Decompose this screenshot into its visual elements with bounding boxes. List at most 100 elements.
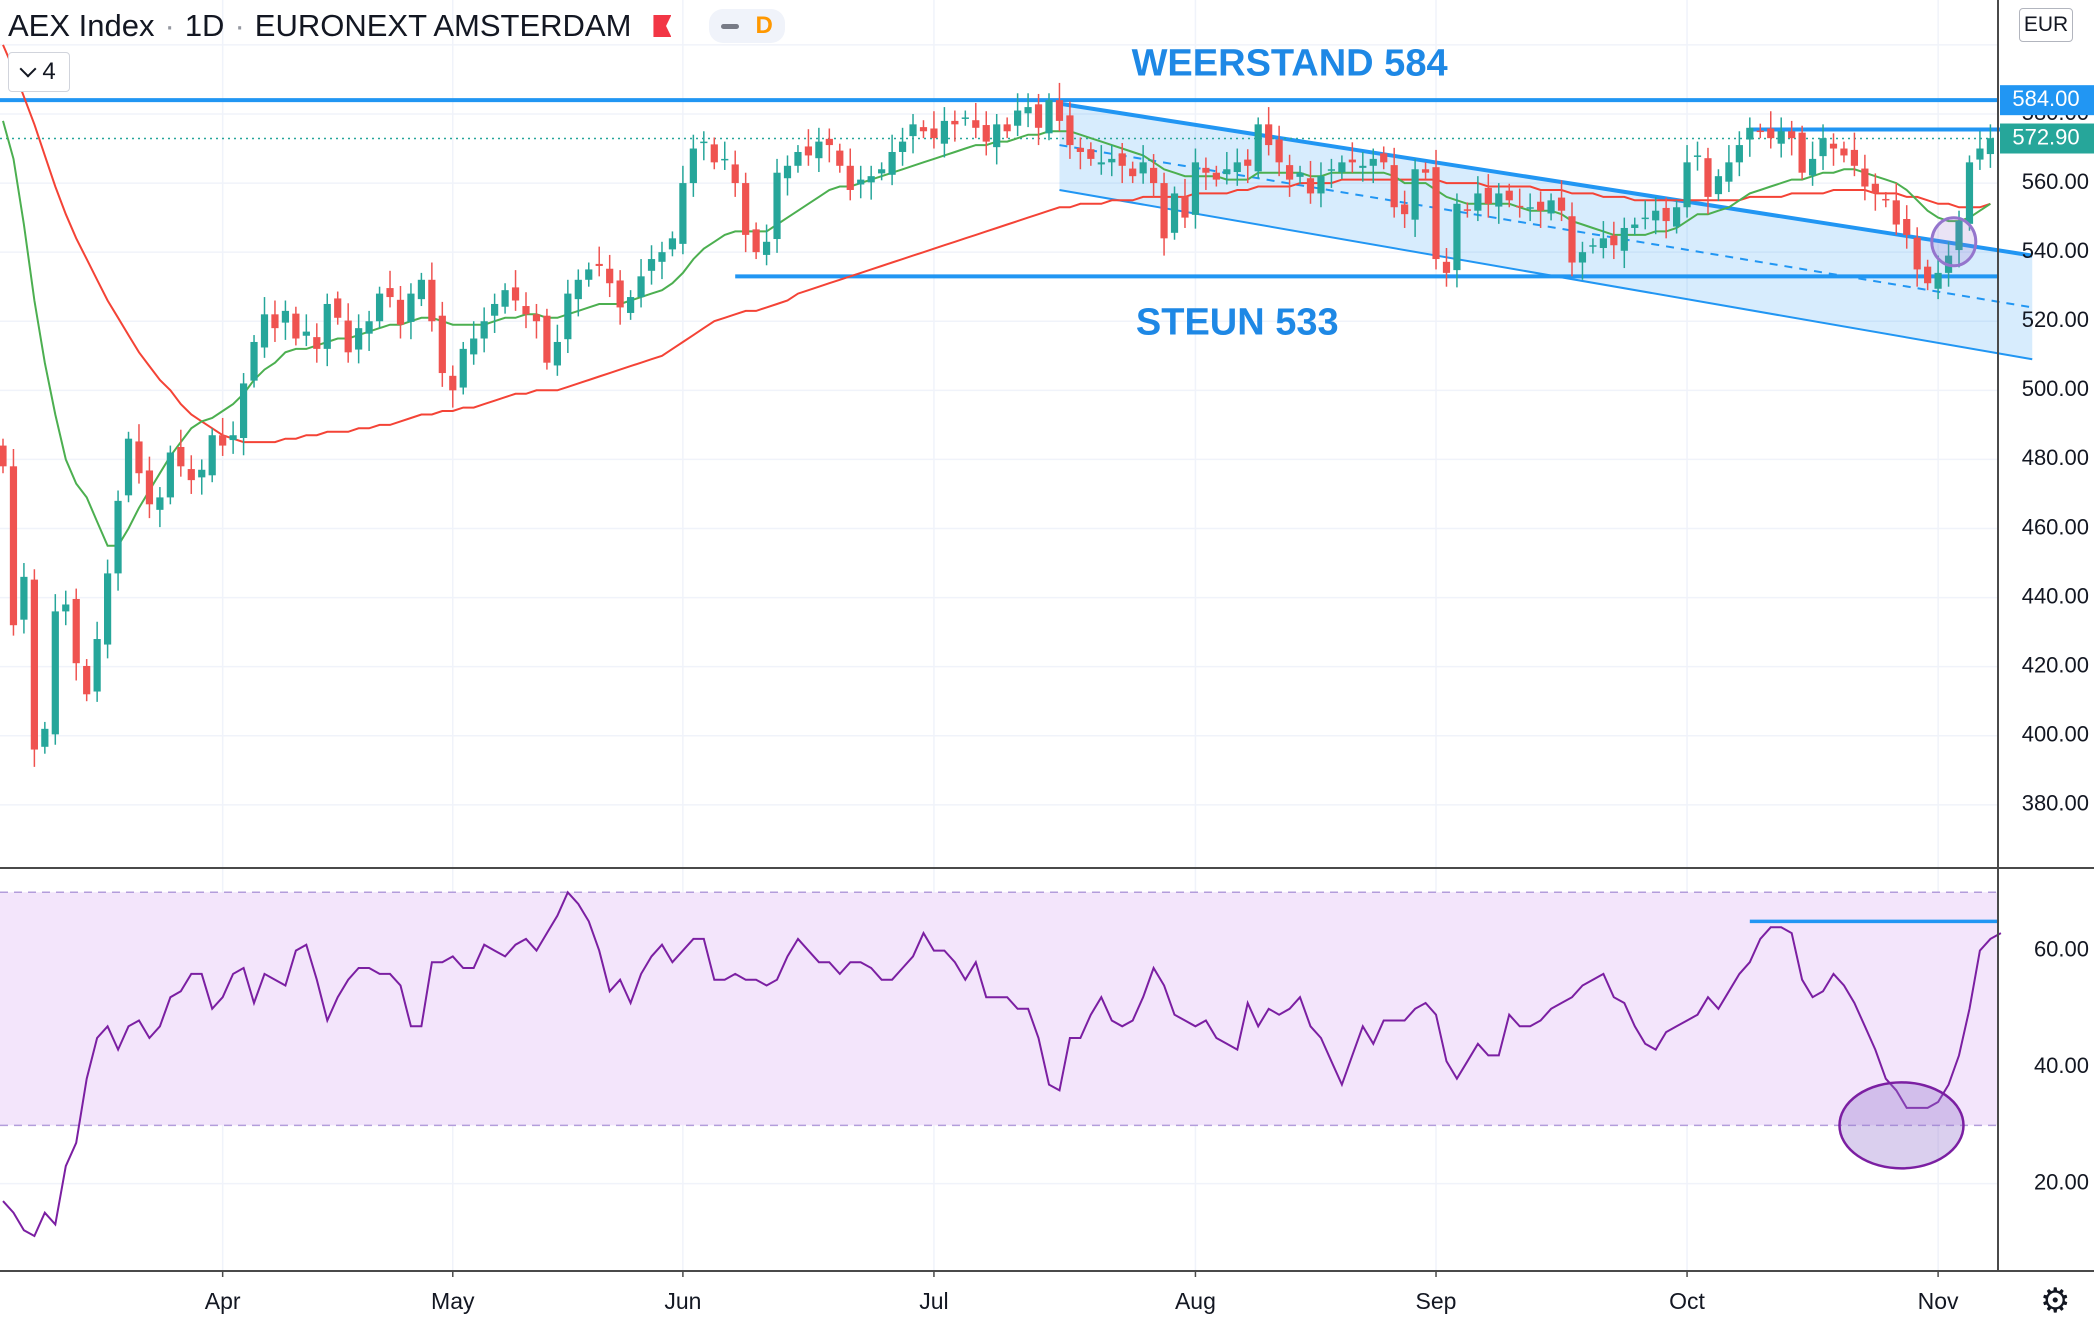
candle-body (449, 375, 457, 391)
candle-body (752, 229, 760, 253)
candle-body (1610, 235, 1618, 246)
candle (689, 134, 697, 197)
candle-body (1108, 158, 1116, 163)
interval-label[interactable]: 1D (184, 8, 225, 43)
candle-body (0, 445, 7, 467)
gear-icon[interactable]: ⚙ (2040, 1282, 2071, 1320)
candle (0, 438, 7, 474)
candle-body (1850, 149, 1859, 166)
candle-body (145, 470, 154, 505)
candle-body (668, 238, 677, 250)
candle (616, 270, 624, 325)
candle (961, 110, 969, 126)
candle-body (1683, 162, 1691, 208)
candle (386, 270, 394, 308)
candle-body (501, 290, 509, 307)
candle-body (1986, 138, 1994, 155)
candle (1892, 183, 1900, 235)
candle-body (1390, 165, 1398, 208)
candle (1819, 124, 1827, 170)
channel-upper-line (1059, 101, 2033, 258)
candle (1924, 259, 1932, 291)
candle-body (1003, 124, 1011, 132)
last-price-tag: 572.90 (2012, 124, 2079, 149)
symbol-name[interactable]: AEX Index (8, 8, 155, 43)
candle-body (83, 665, 91, 695)
candle-body (1924, 266, 1932, 284)
candle-body (532, 314, 541, 322)
candle-body (909, 124, 917, 137)
candle (721, 141, 729, 170)
candle-body (658, 252, 666, 262)
candle-body (878, 169, 886, 174)
candle-body (104, 573, 112, 645)
candle-body (9, 466, 18, 626)
candle-body (1955, 221, 1963, 251)
market-status-pill[interactable]: D (709, 9, 785, 43)
price-tick-label: 480.00 (2022, 445, 2089, 470)
time-tick-label: Aug (1175, 1288, 1216, 1314)
candle (375, 286, 384, 329)
candle-body (1055, 100, 1064, 121)
candle (595, 246, 603, 277)
candle (1547, 193, 1555, 221)
candle (1432, 149, 1440, 270)
candle (1850, 132, 1859, 177)
candle (250, 335, 258, 388)
candle (9, 449, 18, 636)
ma-long-line (2, 44, 1991, 444)
candle-body (260, 314, 269, 348)
candle (365, 310, 373, 351)
candle (878, 162, 886, 181)
candle-body (1704, 158, 1712, 197)
candle (1662, 197, 1670, 239)
candle (1934, 255, 1942, 300)
candle-body (930, 128, 938, 139)
candle (1589, 238, 1597, 254)
candle-body (616, 280, 624, 308)
candle-body (1244, 159, 1252, 166)
currency-button[interactable]: EUR (2019, 8, 2073, 42)
candle-body (585, 269, 593, 280)
candle-body (972, 120, 980, 128)
candle-body (1097, 162, 1105, 165)
candle-body (825, 138, 833, 146)
candle (1327, 158, 1336, 188)
candle-body (1526, 207, 1534, 209)
candle-body (292, 313, 300, 339)
candle (208, 428, 216, 483)
candle-body (1641, 217, 1649, 220)
candle-body (898, 141, 907, 152)
candle (1055, 82, 1064, 132)
candle-body (1285, 165, 1294, 180)
indicators-toggle-button[interactable]: 4 (8, 52, 70, 92)
candle (470, 321, 478, 365)
candle-body (1233, 162, 1241, 173)
candle (83, 659, 91, 702)
price-tick-label: 440.00 (2022, 583, 2089, 608)
candle (1735, 131, 1743, 177)
candle-body (1118, 153, 1126, 166)
candle-body (470, 338, 478, 355)
price-tick-label: 500.00 (2022, 376, 2089, 401)
flag-icon[interactable] (653, 15, 672, 37)
candle-body (386, 288, 394, 298)
candle-body (51, 611, 59, 735)
candle-body (1359, 165, 1367, 168)
candle (752, 222, 760, 260)
candle-body (417, 279, 425, 300)
candle-body (1327, 169, 1336, 171)
candle (1746, 117, 1754, 157)
candle (647, 245, 656, 285)
candle (156, 487, 164, 528)
candle (543, 308, 551, 370)
candle (804, 129, 813, 166)
candle-body (1578, 252, 1587, 263)
candle (491, 293, 499, 333)
candle (909, 113, 917, 154)
candle (449, 365, 457, 408)
chart-header: AEX Index · 1D · EURONEXT AMSTERDAM D (8, 6, 785, 46)
candle-body (846, 165, 854, 190)
market-status-label: D (755, 12, 773, 39)
